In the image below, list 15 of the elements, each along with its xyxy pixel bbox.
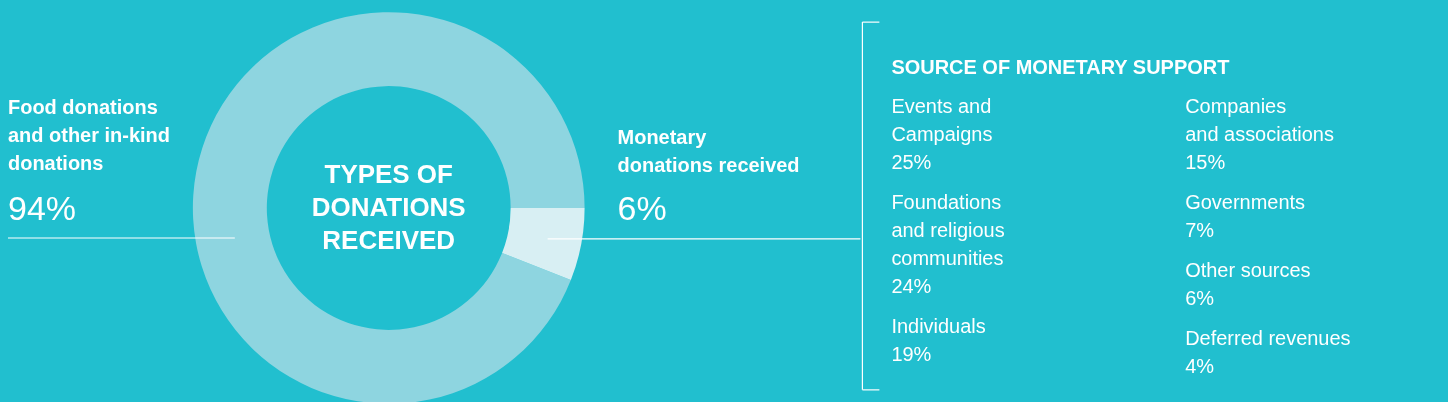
data-label: 94% (7, 188, 76, 227)
text: Foundations and religious communities 24% (891, 191, 1005, 297)
text: Events and Campaigns 25% (891, 95, 993, 174)
text: Other sources 6% (1185, 258, 1311, 309)
slice-label: Food donations and other in-kind donations (7, 96, 170, 175)
slice-label: Monetary donations received (617, 126, 800, 177)
text: Governments 7% (1185, 191, 1306, 241)
data-label: 6% (617, 188, 667, 227)
donut-slice (502, 208, 585, 281)
text: Individuals 19% (891, 314, 986, 365)
donut-slice (193, 12, 585, 402)
text: Companies and associations 15% (1185, 95, 1334, 174)
text: TYPES OF DONATIONS RECEIVED (311, 159, 466, 255)
text: SOURCE OF MONETARY SUPPORT (891, 56, 1230, 79)
text: Deferred revenues 4% (1185, 326, 1351, 377)
